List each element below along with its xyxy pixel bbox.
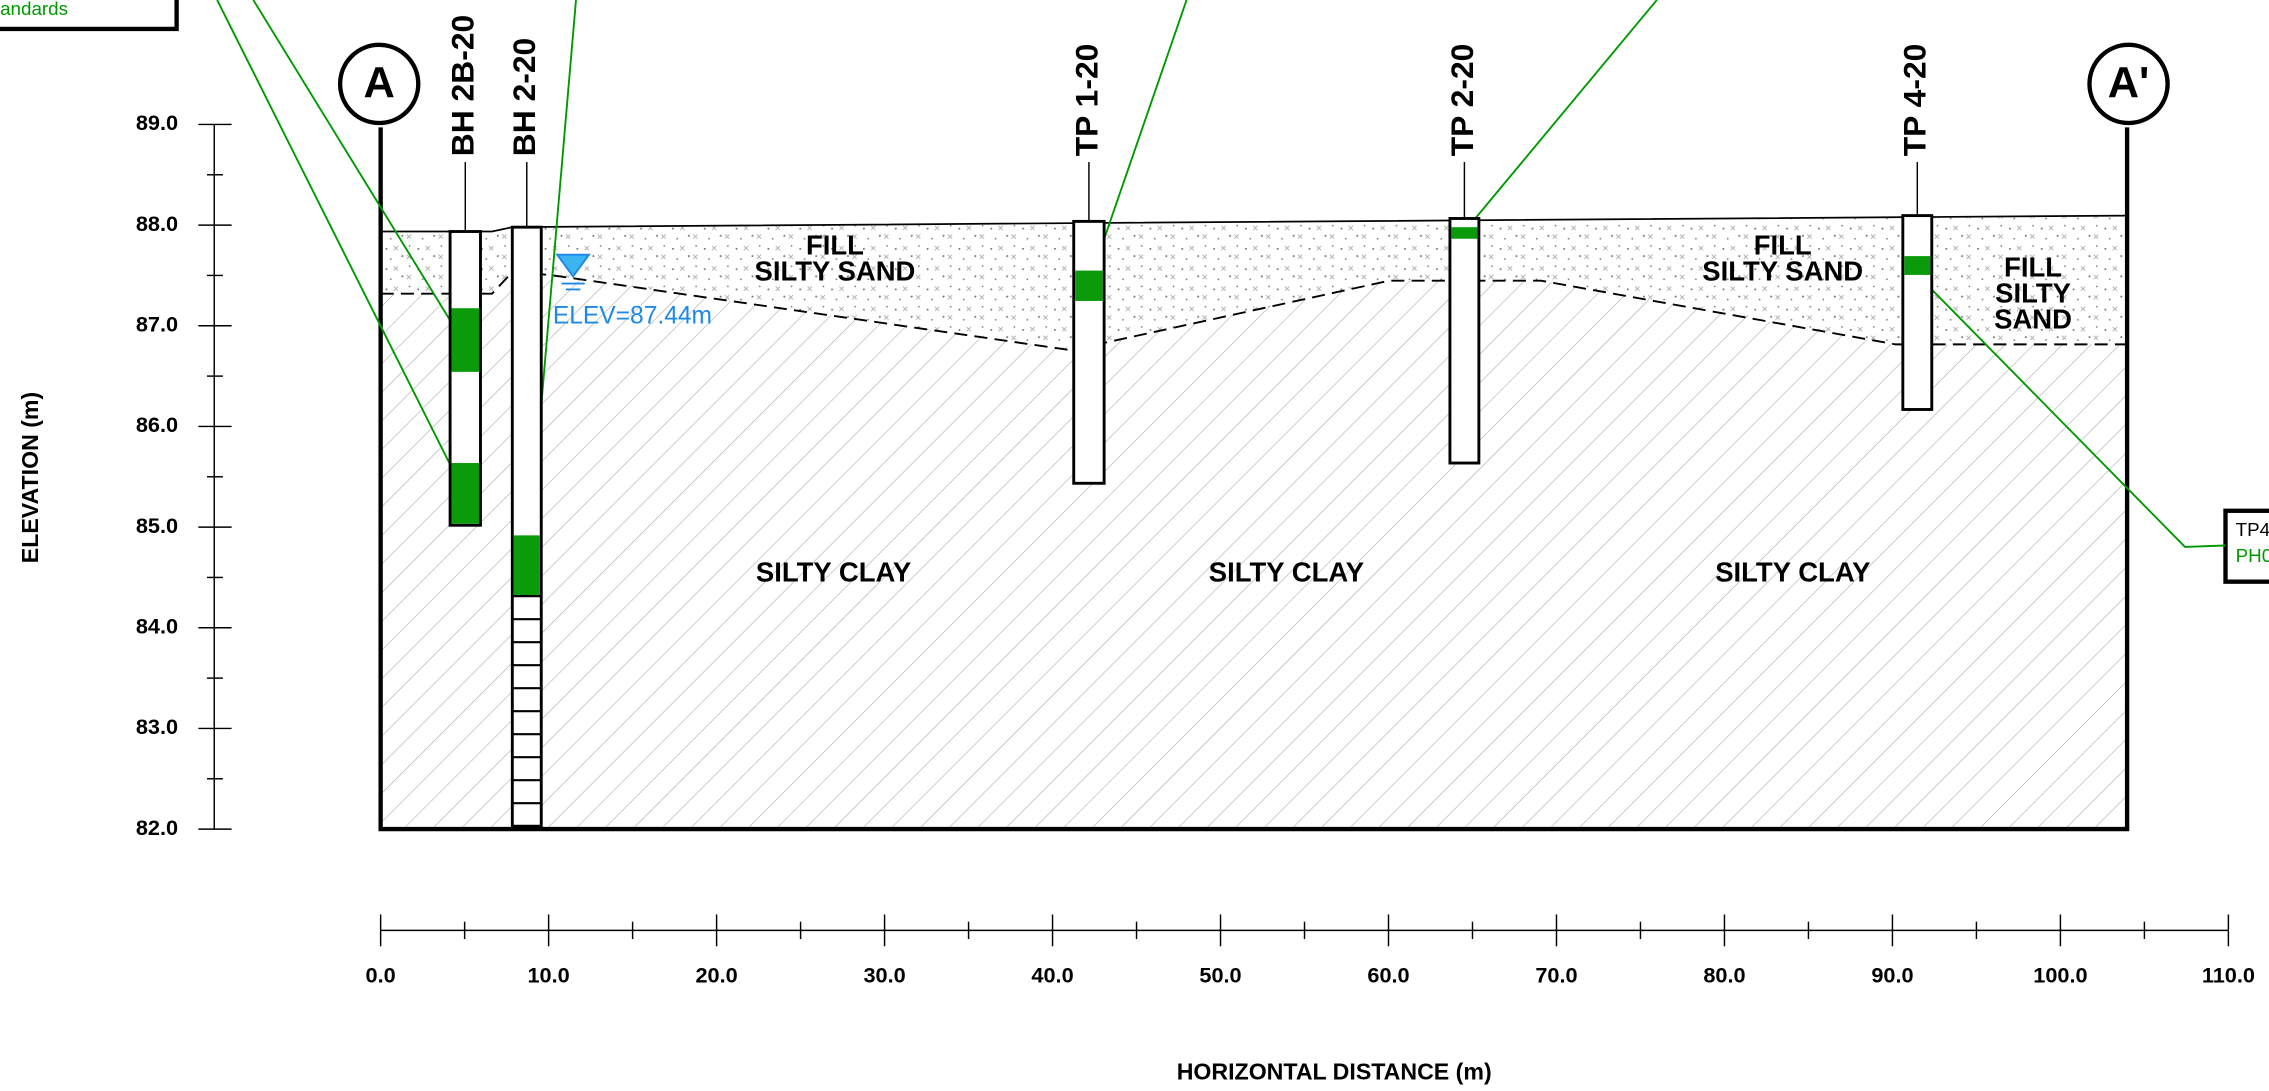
y-tick-label: 82.0 [136,815,178,840]
soil-label: SILTY SAND [755,256,916,287]
callout-text: andards [0,0,68,19]
borehole-label: TP 4-20 [1897,44,1933,157]
sample-interval [452,308,479,372]
borehole-label: TP 1-20 [1068,44,1104,157]
x-tick-label: 60.0 [1367,962,1409,987]
x-tick-label: 50.0 [1199,962,1241,987]
y-tick-label: 86.0 [136,412,178,437]
leader-line [1464,0,1656,232]
y-tick-label: 87.0 [136,312,178,337]
x-tick-label: 110.0 [2202,962,2255,987]
x-tick-label: 80.0 [1703,962,1745,987]
water-level-label: ELEV=87.44m [553,302,712,329]
soil-label: SILTY SAND [1702,256,1863,287]
borehole-label: TP 2-20 [1444,44,1480,157]
y-tick-label: 84.0 [136,614,178,639]
borehole [1450,218,1479,463]
x-axis-title: HORIZONTAL DISTANCE (m) [1177,1059,1492,1085]
x-tick-label: 70.0 [1535,962,1577,987]
clay-region [381,272,2127,829]
sample-interval [1075,271,1102,301]
y-tick-label: 89.0 [136,110,178,135]
x-tick-label: 10.0 [528,962,570,987]
borehole [1074,221,1104,483]
x-tick-label: 0.0 [366,962,396,987]
borehole [1903,216,1932,410]
soil-label: SILTY CLAY [1715,557,1870,588]
x-tick-label: 40.0 [1031,962,1073,987]
callout-text: TP4 [2236,519,2269,540]
sample-interval [1904,256,1930,275]
y-tick-label: 83.0 [136,714,178,739]
soil-label: SILTY CLAY [756,557,911,588]
y-axis-title: ELEVATION (m) [17,392,43,563]
borehole-label: BH 2B-20 [445,15,481,157]
sample-interval [1451,227,1477,239]
soil-label: SAND [1994,303,2072,334]
y-tick-label: 88.0 [136,211,178,236]
section-drawing: A A' andards TP4 PH0 ELEV=87.44m ELEVATI… [0,0,2269,1091]
callout-text: PH0 [2236,545,2269,566]
section-marker: A [364,59,395,107]
x-tick-label: 100.0 [2033,962,2087,987]
soil-label: SILTY CLAY [1209,557,1364,588]
y-tick-label: 85.0 [136,513,178,538]
x-tick-label: 30.0 [863,962,905,987]
x-tick-label: 20.0 [695,962,737,987]
x-tick-label: 90.0 [1871,962,1913,987]
borehole-label: BH 2-20 [506,38,542,157]
sample-interval [514,535,540,596]
sample-interval [452,463,479,524]
section-marker: A' [2108,59,2150,107]
borehole [512,227,541,826]
